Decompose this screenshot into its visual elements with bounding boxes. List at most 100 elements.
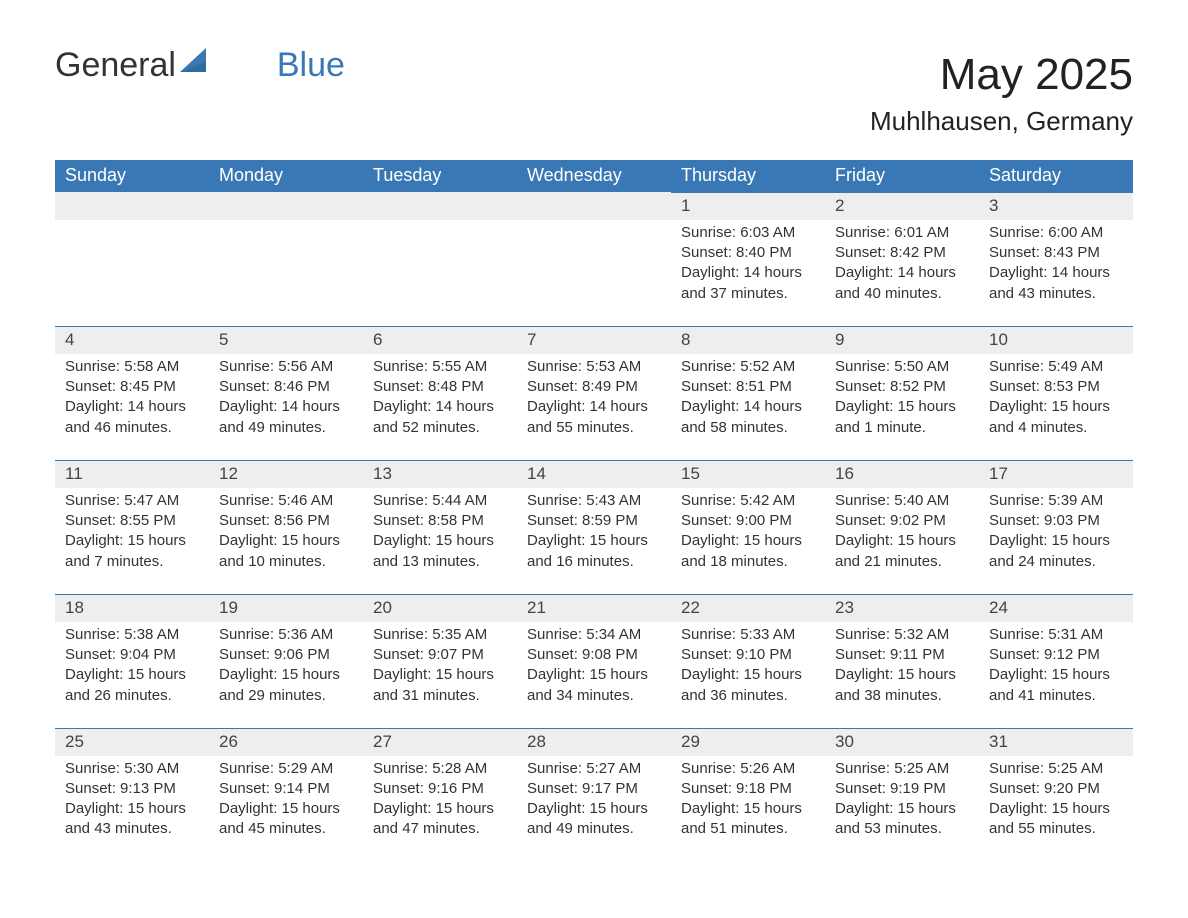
daylight-text: Daylight: 14 hours and 37 minutes.: [681, 263, 815, 304]
day-details: Sunrise: 5:49 AMSunset: 8:53 PMDaylight:…: [979, 354, 1133, 438]
daylight-text: Daylight: 15 hours and 13 minutes.: [373, 531, 507, 572]
day-cell: [209, 192, 363, 326]
day-number: 22: [671, 594, 825, 622]
day-details: Sunrise: 5:26 AMSunset: 9:18 PMDaylight:…: [671, 756, 825, 840]
day-details: Sunrise: 5:36 AMSunset: 9:06 PMDaylight:…: [209, 622, 363, 706]
day-details: Sunrise: 5:39 AMSunset: 9:03 PMDaylight:…: [979, 488, 1133, 572]
day-cell: 4Sunrise: 5:58 AMSunset: 8:45 PMDaylight…: [55, 326, 209, 460]
daylight-text: Daylight: 15 hours and 49 minutes.: [527, 799, 661, 840]
daylight-text: Daylight: 14 hours and 55 minutes.: [527, 397, 661, 438]
day-cell: 23Sunrise: 5:32 AMSunset: 9:11 PMDayligh…: [825, 594, 979, 728]
page: General Blue May 2025 Muhlhausen, German…: [0, 0, 1188, 918]
day-cell: [517, 192, 671, 326]
sunset-text: Sunset: 9:07 PM: [373, 645, 507, 665]
day-number: 13: [363, 460, 517, 488]
day-details: Sunrise: 5:55 AMSunset: 8:48 PMDaylight:…: [363, 354, 517, 438]
sunrise-text: Sunrise: 5:56 AM: [219, 357, 353, 377]
daylight-text: Daylight: 15 hours and 47 minutes.: [373, 799, 507, 840]
day-number: 3: [979, 192, 1133, 220]
day-number: 12: [209, 460, 363, 488]
day-number: 25: [55, 728, 209, 756]
location-text: Muhlhausen, Germany: [870, 106, 1133, 137]
day-number: 11: [55, 460, 209, 488]
day-cell: 1Sunrise: 6:03 AMSunset: 8:40 PMDaylight…: [671, 192, 825, 326]
day-details: Sunrise: 5:28 AMSunset: 9:16 PMDaylight:…: [363, 756, 517, 840]
day-number: 5: [209, 326, 363, 354]
sunset-text: Sunset: 8:59 PM: [527, 511, 661, 531]
day-details: Sunrise: 5:35 AMSunset: 9:07 PMDaylight:…: [363, 622, 517, 706]
sunrise-text: Sunrise: 5:55 AM: [373, 357, 507, 377]
day-number: 31: [979, 728, 1133, 756]
daylight-text: Daylight: 15 hours and 34 minutes.: [527, 665, 661, 706]
day-details: Sunrise: 5:32 AMSunset: 9:11 PMDaylight:…: [825, 622, 979, 706]
sunrise-text: Sunrise: 5:25 AM: [989, 759, 1123, 779]
daylight-text: Daylight: 15 hours and 29 minutes.: [219, 665, 353, 706]
day-details: Sunrise: 5:58 AMSunset: 8:45 PMDaylight:…: [55, 354, 209, 438]
sunset-text: Sunset: 9:12 PM: [989, 645, 1123, 665]
day-cell: 16Sunrise: 5:40 AMSunset: 9:02 PMDayligh…: [825, 460, 979, 594]
day-number: 2: [825, 192, 979, 220]
daylight-text: Daylight: 15 hours and 53 minutes.: [835, 799, 969, 840]
day-details: Sunrise: 5:42 AMSunset: 9:00 PMDaylight:…: [671, 488, 825, 572]
sunrise-text: Sunrise: 5:33 AM: [681, 625, 815, 645]
sunset-text: Sunset: 9:06 PM: [219, 645, 353, 665]
daylight-text: Daylight: 15 hours and 51 minutes.: [681, 799, 815, 840]
sunrise-text: Sunrise: 5:40 AM: [835, 491, 969, 511]
sunset-text: Sunset: 8:53 PM: [989, 377, 1123, 397]
day-number: 7: [517, 326, 671, 354]
daylight-text: Daylight: 15 hours and 10 minutes.: [219, 531, 353, 572]
daylight-text: Daylight: 15 hours and 18 minutes.: [681, 531, 815, 572]
sunset-text: Sunset: 9:03 PM: [989, 511, 1123, 531]
brand-name-part2: Blue: [277, 48, 345, 82]
sunrise-text: Sunrise: 5:28 AM: [373, 759, 507, 779]
daylight-text: Daylight: 15 hours and 43 minutes.: [65, 799, 199, 840]
day-details: Sunrise: 5:38 AMSunset: 9:04 PMDaylight:…: [55, 622, 209, 706]
daylight-text: Daylight: 15 hours and 21 minutes.: [835, 531, 969, 572]
day-details: Sunrise: 5:31 AMSunset: 9:12 PMDaylight:…: [979, 622, 1133, 706]
day-cell: 3Sunrise: 6:00 AMSunset: 8:43 PMDaylight…: [979, 192, 1133, 326]
day-details: Sunrise: 6:00 AMSunset: 8:43 PMDaylight:…: [979, 220, 1133, 304]
day-cell: 12Sunrise: 5:46 AMSunset: 8:56 PMDayligh…: [209, 460, 363, 594]
day-cell: 13Sunrise: 5:44 AMSunset: 8:58 PMDayligh…: [363, 460, 517, 594]
sunset-text: Sunset: 8:48 PM: [373, 377, 507, 397]
brand-logo: General Blue: [55, 48, 345, 82]
day-number: [517, 192, 671, 220]
day-number: 21: [517, 594, 671, 622]
day-number: 4: [55, 326, 209, 354]
col-monday: Monday: [209, 160, 363, 192]
day-cell: 2Sunrise: 6:01 AMSunset: 8:42 PMDaylight…: [825, 192, 979, 326]
day-details: Sunrise: 5:52 AMSunset: 8:51 PMDaylight:…: [671, 354, 825, 438]
daylight-text: Daylight: 14 hours and 58 minutes.: [681, 397, 815, 438]
sunset-text: Sunset: 9:02 PM: [835, 511, 969, 531]
day-cell: 6Sunrise: 5:55 AMSunset: 8:48 PMDaylight…: [363, 326, 517, 460]
daylight-text: Daylight: 15 hours and 45 minutes.: [219, 799, 353, 840]
daylight-text: Daylight: 14 hours and 52 minutes.: [373, 397, 507, 438]
day-cell: 11Sunrise: 5:47 AMSunset: 8:55 PMDayligh…: [55, 460, 209, 594]
day-number: 24: [979, 594, 1133, 622]
day-details: Sunrise: 6:03 AMSunset: 8:40 PMDaylight:…: [671, 220, 825, 304]
day-cell: 15Sunrise: 5:42 AMSunset: 9:00 PMDayligh…: [671, 460, 825, 594]
day-number: [363, 192, 517, 220]
col-tuesday: Tuesday: [363, 160, 517, 192]
col-wednesday: Wednesday: [517, 160, 671, 192]
sunset-text: Sunset: 9:08 PM: [527, 645, 661, 665]
col-sunday: Sunday: [55, 160, 209, 192]
day-number: 14: [517, 460, 671, 488]
day-details: Sunrise: 5:34 AMSunset: 9:08 PMDaylight:…: [517, 622, 671, 706]
day-cell: 21Sunrise: 5:34 AMSunset: 9:08 PMDayligh…: [517, 594, 671, 728]
daylight-text: Daylight: 15 hours and 41 minutes.: [989, 665, 1123, 706]
day-number: 18: [55, 594, 209, 622]
day-number: [209, 192, 363, 220]
day-cell: 7Sunrise: 5:53 AMSunset: 8:49 PMDaylight…: [517, 326, 671, 460]
day-details: Sunrise: 5:53 AMSunset: 8:49 PMDaylight:…: [517, 354, 671, 438]
day-details: Sunrise: 5:27 AMSunset: 9:17 PMDaylight:…: [517, 756, 671, 840]
sunset-text: Sunset: 8:43 PM: [989, 243, 1123, 263]
daylight-text: Daylight: 14 hours and 49 minutes.: [219, 397, 353, 438]
day-cell: 5Sunrise: 5:56 AMSunset: 8:46 PMDaylight…: [209, 326, 363, 460]
week-row: 11Sunrise: 5:47 AMSunset: 8:55 PMDayligh…: [55, 460, 1133, 594]
day-number: 17: [979, 460, 1133, 488]
day-cell: [55, 192, 209, 326]
sunrise-text: Sunrise: 5:39 AM: [989, 491, 1123, 511]
day-cell: 25Sunrise: 5:30 AMSunset: 9:13 PMDayligh…: [55, 728, 209, 862]
week-row: 18Sunrise: 5:38 AMSunset: 9:04 PMDayligh…: [55, 594, 1133, 728]
